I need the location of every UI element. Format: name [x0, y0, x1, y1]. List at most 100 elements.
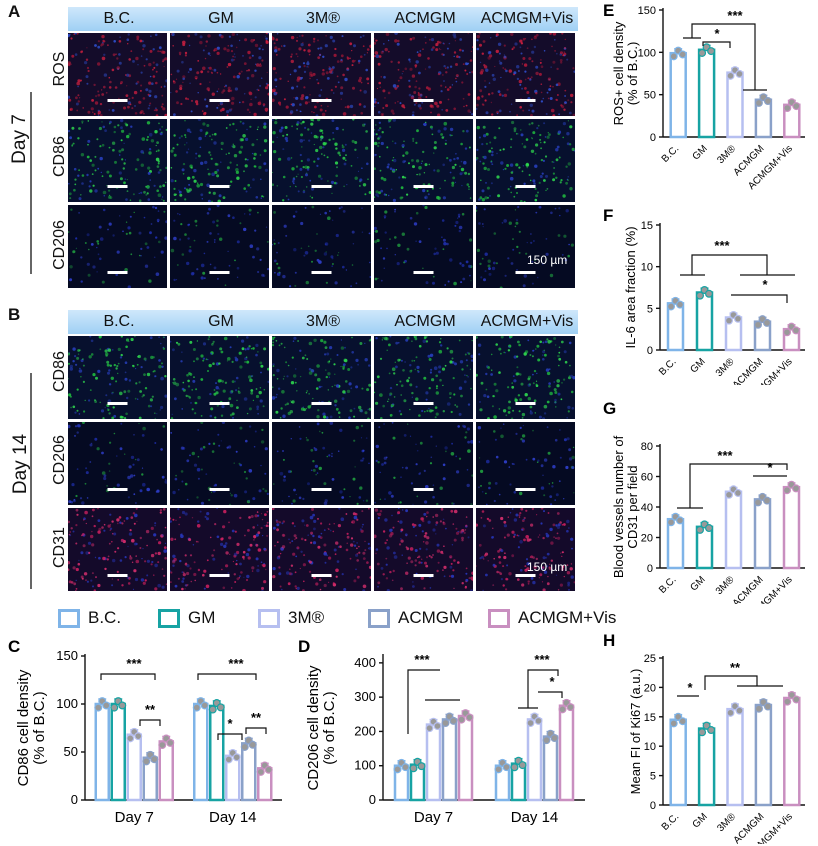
data-point [425, 724, 434, 733]
data-point [134, 732, 143, 741]
data-point [792, 326, 801, 335]
scale-bar-text: 150 µm [527, 253, 568, 267]
micrograph-tile [68, 205, 167, 288]
micrograph-tile [170, 119, 269, 202]
y-tick-label: 15 [641, 220, 653, 232]
data-point [256, 767, 265, 776]
data-point [558, 705, 567, 714]
chart-e: 0 50 100 150 ROS+ cell density (% of B.C.) B.C… [603, 1, 805, 192]
data-point [725, 316, 734, 325]
y-axis-label: (% of B.C.) [321, 691, 338, 764]
significance-bracket [704, 675, 783, 690]
data-point [763, 496, 772, 505]
panel-letter: A [8, 2, 21, 21]
bar [126, 733, 142, 802]
y-tick-label: 50 [64, 744, 78, 759]
panel-letter: F [603, 206, 613, 225]
bar [669, 51, 687, 139]
data-point [669, 52, 678, 61]
data-point [783, 104, 792, 113]
x-tick-label: Day 14 [511, 809, 559, 826]
significance-bracket [100, 673, 156, 680]
y-axis-label: ROS+ cell density [611, 21, 626, 125]
data-point [763, 97, 772, 106]
legend-label: GM [188, 608, 216, 627]
bar [457, 714, 474, 802]
y-axis-label: (% of B.C.) [625, 42, 640, 106]
y-tick-label: 40 [641, 502, 653, 514]
y-tick-label: 150 [56, 648, 78, 663]
bar [753, 498, 772, 570]
data-point [695, 525, 704, 534]
x-tick-label: 3M® [714, 356, 737, 379]
x-tick-label: 3M® [715, 143, 738, 166]
chart-c: 0 50 100 150 CD86 cell density (% of B.C.) Day… [8, 637, 282, 826]
data-point [502, 763, 511, 772]
data-point [192, 703, 201, 712]
data-point [695, 291, 704, 300]
significance-label: * [762, 277, 768, 292]
data-point [542, 736, 551, 745]
significance-bracket [683, 23, 767, 91]
legend-item: GM [158, 608, 215, 628]
data-point [675, 516, 684, 525]
significance-bracket [245, 727, 267, 734]
bar [697, 48, 716, 139]
significance-label: ** [251, 710, 262, 725]
column-header-bar [68, 7, 578, 31]
data-point [393, 765, 402, 774]
significance-label: * [549, 674, 555, 689]
row-label: ROS [51, 51, 68, 87]
y-tick-label: 400 [354, 655, 376, 670]
y-tick-label: 150 [638, 5, 656, 17]
panel-b: B B.C. GM 3M® ACMGM ACMGM+Vis CD86 CD206… [0, 303, 590, 598]
bar [94, 702, 110, 802]
x-tick-label: 3M® [714, 574, 737, 597]
data-point [734, 314, 743, 323]
y-axis-label: IL-6 area fraction (%) [623, 226, 638, 348]
y-tick-label: 0 [369, 792, 376, 807]
bar [441, 718, 458, 802]
micrograph-tile [272, 336, 371, 419]
micrograph-tile [170, 205, 269, 288]
legend-item: B.C. [58, 608, 121, 628]
data-point [726, 71, 735, 80]
data-point [457, 715, 466, 724]
y-tick-label: 100 [638, 47, 656, 59]
data-point [669, 719, 678, 728]
significance-label: *** [717, 448, 733, 463]
data-point [783, 328, 792, 337]
micrograph-tile [68, 119, 167, 202]
panel-letter: H [603, 631, 615, 650]
panel-letter: G [603, 399, 616, 418]
data-point [675, 300, 684, 309]
data-point [763, 702, 772, 711]
row-label: CD86 [51, 136, 68, 177]
data-point [698, 48, 707, 57]
legend-label: ACMGM+Vis [518, 608, 617, 627]
data-point [566, 703, 575, 712]
y-tick-label: 15 [644, 712, 656, 724]
micrograph-tile [170, 336, 269, 419]
data-point [433, 722, 442, 731]
micrograph-tile [272, 119, 371, 202]
data-point [534, 716, 543, 725]
bar [695, 291, 714, 352]
panel-letter: B [8, 305, 21, 324]
data-point [725, 490, 734, 499]
data-point [449, 716, 458, 725]
y-tick-label: 0 [647, 345, 653, 357]
significance-label: * [767, 460, 773, 475]
x-tick-label: 3M® [715, 811, 738, 834]
legend-item: 3M® [258, 608, 324, 628]
x-tick-label: B.C. [660, 143, 682, 165]
micrograph-tile [272, 508, 371, 591]
legend-item: ACMGM [368, 608, 463, 628]
chart-d: 0 100 200 300 400 CD206 cell density (% of B.C… [298, 637, 585, 826]
y-tick-label: 80 [641, 441, 653, 453]
micrograph-tile [476, 33, 575, 116]
legend-swatch [368, 608, 390, 628]
data-point [158, 741, 167, 750]
